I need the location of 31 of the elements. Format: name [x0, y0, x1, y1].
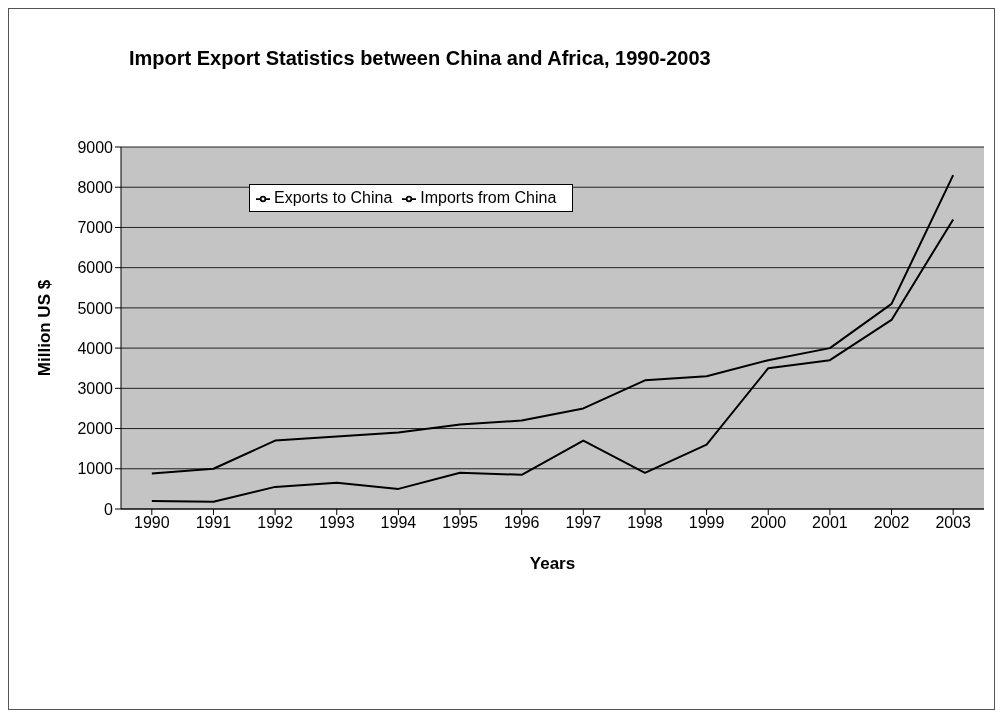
y-tick-label: 8000 [77, 178, 114, 196]
x-tick-label: 2000 [750, 514, 787, 532]
legend-label: Imports from China [420, 189, 557, 206]
x-axis-title: Years [529, 554, 576, 573]
x-tick-label: 1992 [257, 514, 294, 532]
y-axis-title: Million US $ [35, 279, 55, 377]
x-tick-label: 1997 [565, 514, 602, 532]
y-tick-label: 5000 [77, 299, 114, 317]
y-tick-label: 7000 [77, 219, 114, 237]
y-tick-label: 4000 [77, 339, 114, 357]
line-series [150, 174, 955, 475]
x-tick-label: 1991 [195, 514, 232, 532]
y-tick-label: 0 [104, 500, 114, 518]
chart-title: Import Export Statistics between China and Africa, 1990-2003 [129, 47, 711, 70]
x-tick-label: 2001 [812, 514, 848, 532]
x-tick-label: 1998 [627, 514, 663, 532]
x-tick-label: 1996 [503, 514, 540, 532]
y-tick-label: 9000 [77, 138, 114, 156]
legend-label: Exports to China [274, 189, 393, 206]
y-tick-label: 1000 [77, 460, 114, 478]
x-tick-label: 1999 [688, 514, 725, 532]
y-tick-label: 2000 [77, 420, 114, 438]
x-tick-label: 1993 [318, 514, 355, 532]
line-series [150, 218, 955, 503]
y-tick-label: 6000 [77, 259, 114, 277]
x-tick-label: 2002 [873, 514, 910, 532]
y-tick-label: 3000 [77, 380, 114, 398]
x-tick-label: 1995 [442, 514, 478, 532]
x-tick-label: 2003 [935, 514, 972, 532]
x-tick-label: 1994 [380, 514, 417, 532]
x-tick-label: 1990 [134, 514, 170, 532]
